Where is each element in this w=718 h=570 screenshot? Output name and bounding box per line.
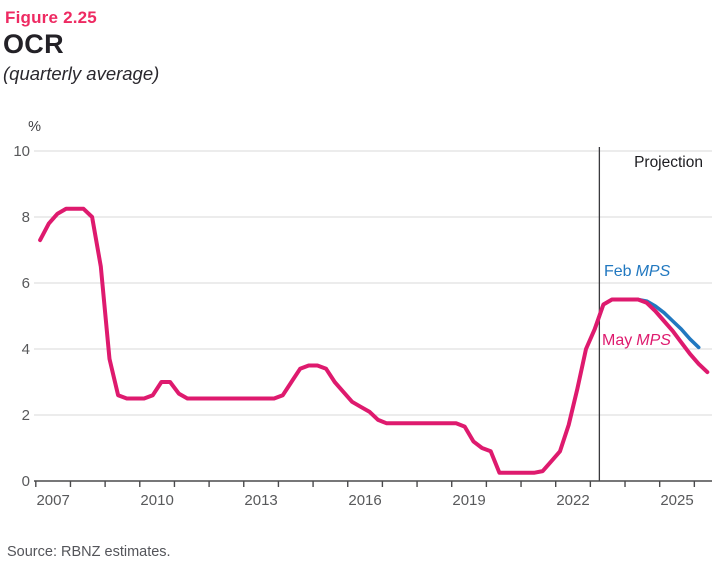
y-tick-label: 0 xyxy=(22,473,30,490)
y-tick-label: 6 xyxy=(22,275,30,292)
y-axis-labels: 0 2 4 6 8 10 xyxy=(13,143,30,490)
x-tick-label: 2007 xyxy=(36,492,69,509)
feb-mps-series-label: Feb MPS xyxy=(604,263,671,280)
gridlines xyxy=(34,150,712,416)
y-tick-label: 2 xyxy=(22,407,30,424)
x-tick-label: 2010 xyxy=(140,492,173,509)
figure-number-label: Figure 2.25 xyxy=(5,8,97,27)
x-tick-label: 2019 xyxy=(452,492,485,509)
may-mps-series-label: May MPS xyxy=(602,332,671,349)
x-tick-label: 2025 xyxy=(660,492,693,509)
x-tick-label: 2022 xyxy=(556,492,589,509)
projection-label: Projection xyxy=(634,154,703,171)
y-axis-unit-label: % xyxy=(28,119,41,135)
x-axis xyxy=(34,480,712,487)
series-lines xyxy=(38,206,710,475)
y-tick-label: 10 xyxy=(13,143,30,160)
series-line-may-mps xyxy=(38,206,710,475)
feb-mps-label-word: Feb xyxy=(604,263,632,280)
x-tick-label: 2016 xyxy=(348,492,381,509)
x-tick-label: 2013 xyxy=(244,492,277,509)
y-tick-label: 8 xyxy=(22,209,30,226)
y-tick-label: 4 xyxy=(22,341,30,358)
chart-subtitle: (quarterly average) xyxy=(3,63,160,84)
chart-title: OCR xyxy=(3,29,64,59)
source-note: Source: RBNZ estimates. xyxy=(7,544,171,560)
may-mps-label-mps: MPS xyxy=(636,332,671,349)
x-axis-labels: 2007 2010 2013 2016 2019 2022 2025 xyxy=(36,492,693,509)
feb-mps-label-mps: MPS xyxy=(636,263,671,280)
may-mps-label-word: May xyxy=(602,332,632,349)
